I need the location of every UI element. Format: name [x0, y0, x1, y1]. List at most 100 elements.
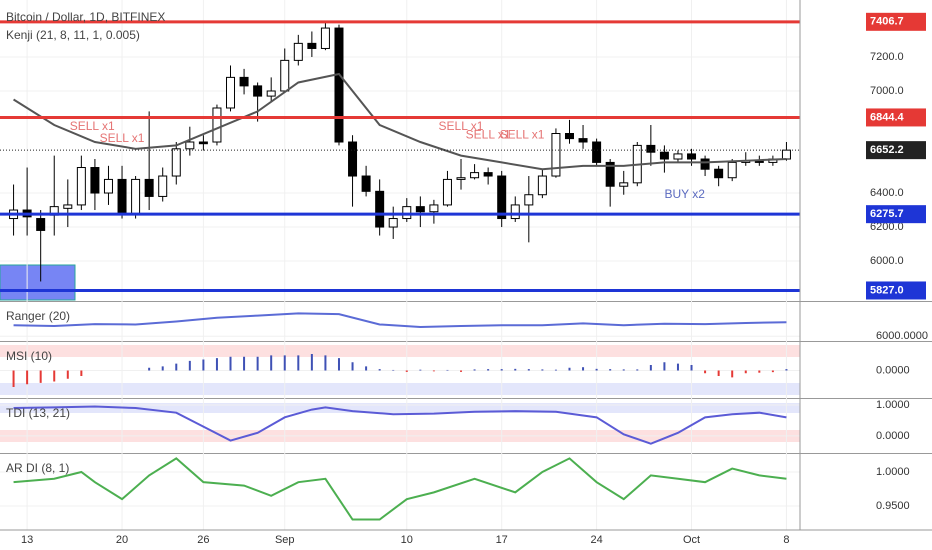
- candle-body: [280, 59, 290, 92]
- signal-label: SELL x1: [100, 131, 145, 145]
- x-tick-label: 8: [783, 534, 789, 546]
- indicator-line: [13, 405, 787, 445]
- y-tick-label: 1.0000: [876, 399, 910, 411]
- y-tick-label: 6000.0000: [876, 330, 928, 342]
- candle-body: [212, 107, 222, 143]
- price-level-tag: [866, 281, 926, 300]
- candle-body: [714, 168, 724, 179]
- price-level-label: 5827.0: [870, 284, 904, 296]
- histogram-bar: [582, 367, 585, 371]
- y-tick-label: 6400.0: [870, 187, 904, 199]
- panel-title: MSI (10): [6, 349, 52, 363]
- candle-body: [388, 218, 398, 228]
- candle-body: [131, 178, 141, 214]
- x-tick-label: 24: [590, 534, 602, 546]
- y-tick-label: 7000.0: [870, 85, 904, 97]
- histogram-bar: [595, 368, 598, 371]
- histogram-bar: [26, 370, 29, 385]
- candle-body: [659, 151, 669, 160]
- y-tick-label: 0.0000: [876, 430, 910, 442]
- price-level-tag: [866, 141, 926, 160]
- candle-body: [619, 182, 629, 187]
- y-tick-label: 6200.0: [870, 221, 904, 233]
- histogram-bar: [731, 370, 734, 378]
- indicator-title: Kenji (21, 8, 11, 1, 0.005): [6, 28, 140, 42]
- msi-upper-band: [0, 345, 800, 357]
- histogram-bar: [337, 358, 340, 371]
- candle-body: [36, 218, 46, 231]
- candle-body: [375, 190, 385, 228]
- histogram-bar: [419, 369, 422, 371]
- candle-body: [320, 27, 330, 49]
- candle-body: [524, 194, 534, 206]
- y-tick-label: 0.0000: [876, 364, 910, 376]
- y-tick-label: 0.9500: [876, 500, 910, 512]
- histogram-bar: [39, 370, 42, 383]
- candle-body: [578, 138, 588, 143]
- msi-lower-band: [0, 383, 800, 395]
- highlight-zone: [0, 264, 76, 301]
- candle-body: [361, 175, 371, 192]
- x-tick-label: Oct: [683, 534, 700, 546]
- histogram-bar: [297, 355, 300, 371]
- candle-body: [348, 141, 358, 177]
- indicator-line: [13, 72, 787, 171]
- x-tick-label: 17: [496, 534, 508, 546]
- candle-body: [442, 178, 452, 206]
- candle-body: [253, 85, 263, 97]
- candle-body: [456, 177, 466, 180]
- y-tick-label: 1.0000: [876, 466, 910, 478]
- histogram-bar: [215, 358, 218, 371]
- candle-body: [700, 158, 710, 170]
- histogram-bar: [609, 369, 612, 371]
- panel-title: TDI (13, 21): [6, 406, 70, 420]
- histogram-bar: [541, 369, 544, 371]
- histogram-bar: [460, 370, 463, 372]
- candle-body: [293, 42, 303, 61]
- candle-body: [727, 161, 737, 179]
- histogram-bar: [270, 355, 273, 371]
- histogram-bar: [622, 369, 625, 371]
- candle-body: [171, 148, 181, 177]
- histogram-bar: [527, 369, 530, 371]
- candle-body: [266, 90, 276, 97]
- tdi-upper-band: [0, 403, 800, 413]
- candle-body: [185, 141, 195, 150]
- histogram-bar: [310, 354, 313, 371]
- price-level-tag: [866, 12, 926, 31]
- histogram-bar: [636, 369, 639, 371]
- candle-body: [781, 149, 791, 160]
- histogram-bar: [256, 356, 259, 371]
- candle-body: [90, 167, 100, 194]
- histogram-bar: [690, 365, 693, 371]
- histogram-bar: [514, 368, 517, 371]
- candle-body: [646, 144, 656, 153]
- candle-body: [510, 204, 520, 220]
- panel-title: AR DI (8, 1): [6, 461, 69, 475]
- candle-body: [402, 206, 412, 220]
- panel-title: Ranger (20): [6, 309, 70, 323]
- histogram-bar: [378, 369, 381, 371]
- signal-label: SELL x1: [466, 127, 511, 141]
- axes: 13 20 26 Sep 10 17 24 Oct 8 6000.0 6200.0 6400.0 700…: [6, 12, 928, 546]
- histogram-bar: [744, 370, 747, 374]
- signal-label: SELL x1: [70, 119, 115, 133]
- candle-body: [158, 175, 168, 197]
- histogram-bar: [676, 363, 679, 371]
- histogram-bar: [392, 369, 395, 371]
- candle-body: [103, 178, 113, 194]
- price-level-label: 6275.7: [870, 208, 904, 220]
- histogram-bar: [229, 356, 232, 371]
- price-level-label: 7406.7: [870, 16, 904, 28]
- histogram-bar: [663, 362, 666, 371]
- histogram-bar: [446, 369, 449, 371]
- candle-body: [226, 76, 236, 109]
- price-level-tag: [866, 108, 926, 127]
- histogram-bar: [80, 370, 83, 376]
- histogram-bar: [405, 370, 408, 372]
- candle-body: [483, 172, 493, 177]
- histogram-bar: [351, 362, 354, 371]
